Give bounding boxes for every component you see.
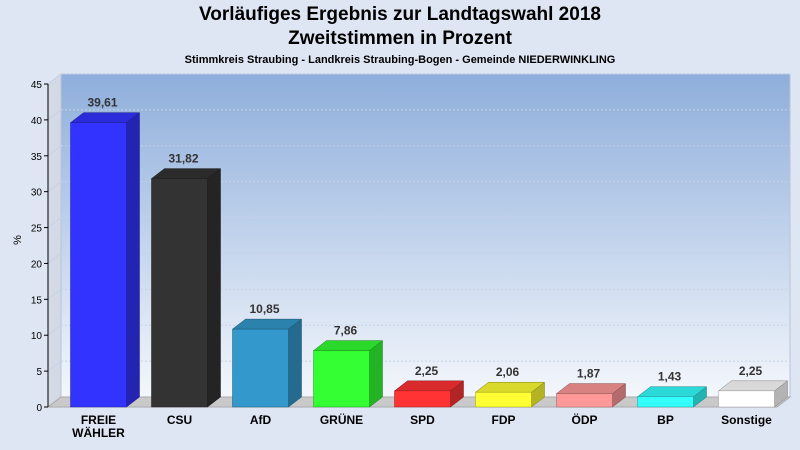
data-label: 2,06 <box>496 365 520 379</box>
y-tick-label: 10 <box>31 331 43 342</box>
x-tick-label: AfD <box>250 413 272 427</box>
data-label: 7,86 <box>334 324 358 338</box>
bar-side <box>207 168 221 408</box>
y-tick-label: 30 <box>31 188 43 199</box>
bar-side <box>126 112 140 408</box>
gridline-side <box>47 217 62 228</box>
gridline-side <box>47 73 62 85</box>
y-tick-label: 45 <box>31 80 43 91</box>
y-tick-label: 40 <box>31 116 43 127</box>
chart-title: Vorläufiges Ergebnis zur Landtagswahl 20… <box>199 4 601 25</box>
gridline-side <box>47 288 62 300</box>
x-tick-label: GRÜNE <box>320 412 363 427</box>
data-label: 10,85 <box>249 302 279 316</box>
y-tick-label: 25 <box>31 224 43 235</box>
gridline-side <box>47 253 62 264</box>
y-tick-label: 0 <box>36 403 42 414</box>
x-tick-label: Sonstige <box>721 413 772 427</box>
data-label: 2,25 <box>739 364 763 378</box>
bar <box>393 380 465 408</box>
bar-front <box>718 390 775 408</box>
bar-side <box>288 318 302 408</box>
bar <box>69 112 141 408</box>
x-tick-label: FREIE <box>81 413 116 427</box>
bar-front <box>475 391 532 408</box>
x-tick-label: SPD <box>410 413 435 427</box>
x-tick-label: WÄHLER <box>72 425 125 440</box>
x-tick-label: FDP <box>492 413 516 427</box>
chart-subtitle: Zweitstimmen in Prozent <box>288 28 512 49</box>
x-tick-label: ÖDP <box>571 412 597 427</box>
bar-front <box>313 350 370 408</box>
bar <box>231 318 303 408</box>
y-tick-label: 15 <box>31 295 43 306</box>
bar <box>555 383 627 408</box>
gridline-side <box>47 109 62 121</box>
y-tick-label: 20 <box>31 259 43 270</box>
data-label: 39,61 <box>87 96 117 110</box>
gridline-side <box>47 181 62 193</box>
bar-front <box>151 178 208 408</box>
y-tick-label: 35 <box>31 152 43 163</box>
bar-side <box>369 340 383 408</box>
bar <box>717 380 789 408</box>
data-label: 1,87 <box>577 367 601 381</box>
data-label: 2,25 <box>415 364 439 378</box>
bar-front <box>70 122 127 408</box>
bar-front <box>556 393 613 408</box>
data-label: 1,43 <box>658 370 682 384</box>
bar <box>636 386 708 408</box>
x-tick-label: CSU <box>167 413 192 427</box>
bar-front <box>232 328 289 408</box>
bar <box>150 168 222 408</box>
plot-side-wall <box>47 72 62 409</box>
bar <box>474 381 546 408</box>
bar <box>312 340 384 408</box>
gridline-side <box>47 360 62 372</box>
x-tick-label: BP <box>657 413 674 427</box>
gridline-side <box>47 145 62 157</box>
data-label: 31,82 <box>168 152 198 166</box>
y-tick-label: 5 <box>36 367 42 378</box>
bar-front <box>394 390 451 408</box>
chart-caption: Stimmkreis Straubing - Landkreis Straubi… <box>184 54 616 66</box>
bar-front <box>637 396 694 408</box>
y-axis-label: % <box>12 235 24 245</box>
gridline-side <box>47 324 62 336</box>
